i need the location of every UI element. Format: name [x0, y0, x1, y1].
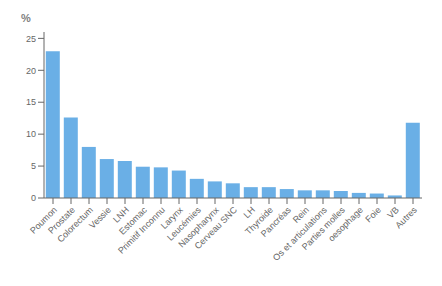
svg-text:Colorectum: Colorectum	[55, 204, 95, 245]
svg-text:20: 20	[26, 66, 36, 76]
svg-text:Cerveau SNC: Cerveau SNC	[193, 205, 240, 252]
svg-text:15: 15	[26, 97, 36, 107]
svg-text:5: 5	[31, 161, 36, 171]
svg-text:10: 10	[26, 129, 36, 139]
svg-text:Prostate: Prostate	[46, 204, 77, 236]
svg-text:oesophage: oesophage	[326, 205, 365, 244]
svg-text:25: 25	[26, 34, 36, 44]
svg-text:Poumon: Poumon	[28, 204, 59, 236]
svg-text:Rein: Rein	[290, 204, 311, 225]
svg-text:LH: LH	[241, 204, 257, 221]
svg-text:LNH: LNH	[111, 204, 131, 225]
svg-text:Foie: Foie	[363, 205, 382, 224]
svg-text:Leucémies: Leucémies	[165, 204, 203, 243]
svg-text:Primitif Inconnu: Primitif Inconnu	[116, 205, 167, 256]
svg-text:Nasopharynx: Nasopharynx	[176, 204, 221, 250]
svg-text:Estomac: Estomac	[117, 204, 149, 237]
svg-text:VB: VB	[385, 204, 401, 221]
svg-text:Os et articulations: Os et articulations	[270, 204, 329, 263]
svg-text:Vessie: Vessie	[87, 205, 113, 231]
svg-text:%: %	[21, 12, 31, 24]
svg-text:0: 0	[31, 193, 36, 203]
svg-text:Parties molles: Parties molles	[299, 204, 347, 252]
svg-text:Pancréas: Pancréas	[259, 205, 293, 239]
svg-text:Thyroide: Thyroide	[243, 204, 275, 237]
svg-text:Larynx: Larynx	[158, 204, 185, 231]
svg-text:Autres: Autres	[393, 205, 419, 231]
